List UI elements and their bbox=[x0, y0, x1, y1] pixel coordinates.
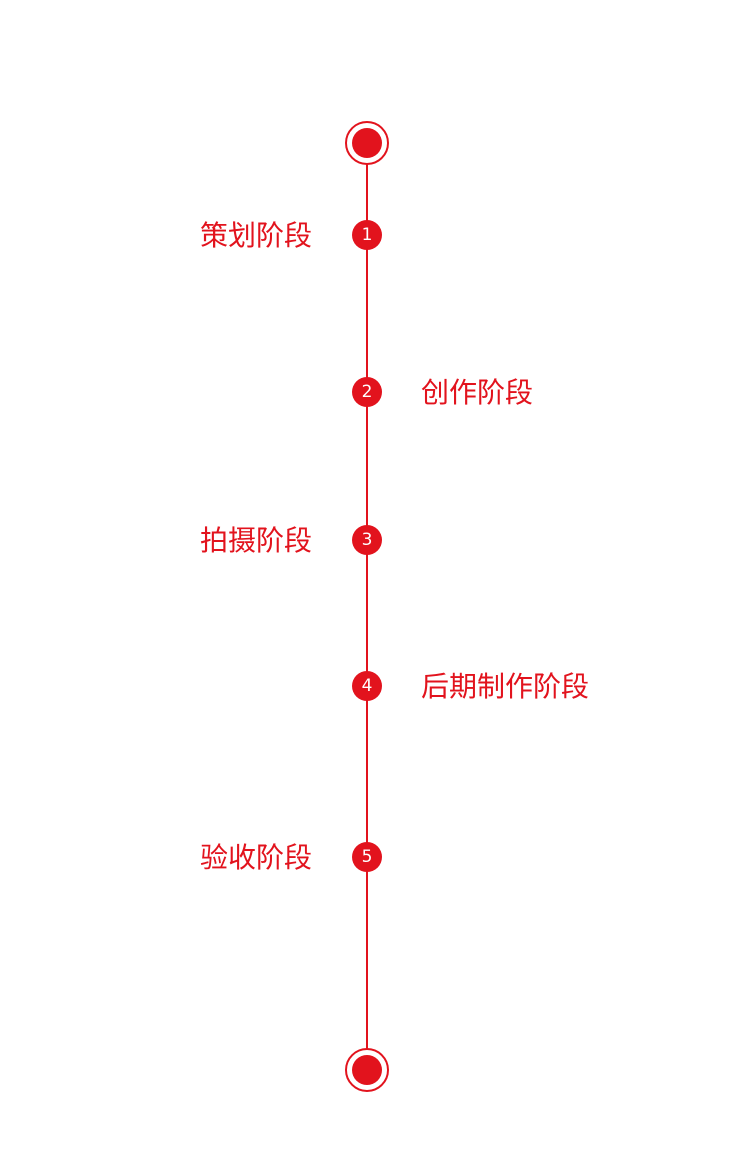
step: 2 创作阶段 bbox=[352, 376, 533, 409]
step-dot bbox=[352, 377, 382, 407]
step-number: 5 bbox=[362, 847, 373, 867]
step-dot bbox=[352, 525, 382, 555]
step-label: 拍摄阶段 bbox=[200, 524, 312, 557]
step-number: 2 bbox=[362, 382, 373, 402]
step-label: 验收阶段 bbox=[200, 841, 312, 874]
step-number: 1 bbox=[362, 225, 373, 245]
step-dot bbox=[352, 671, 382, 701]
step: 1 策划阶段 bbox=[200, 219, 382, 252]
step-number: 4 bbox=[362, 676, 373, 696]
step-dot bbox=[352, 842, 382, 872]
step: 3 拍摄阶段 bbox=[200, 524, 382, 557]
step-label: 后期制作阶段 bbox=[421, 670, 589, 703]
step-number: 3 bbox=[362, 530, 373, 550]
end-marker bbox=[345, 1048, 389, 1092]
step: 5 验收阶段 bbox=[200, 841, 382, 874]
step-label: 策划阶段 bbox=[200, 219, 312, 252]
step: 4 后期制作阶段 bbox=[352, 670, 589, 703]
step-label: 创作阶段 bbox=[421, 376, 533, 409]
start-marker bbox=[345, 121, 389, 165]
step-dot bbox=[352, 220, 382, 250]
